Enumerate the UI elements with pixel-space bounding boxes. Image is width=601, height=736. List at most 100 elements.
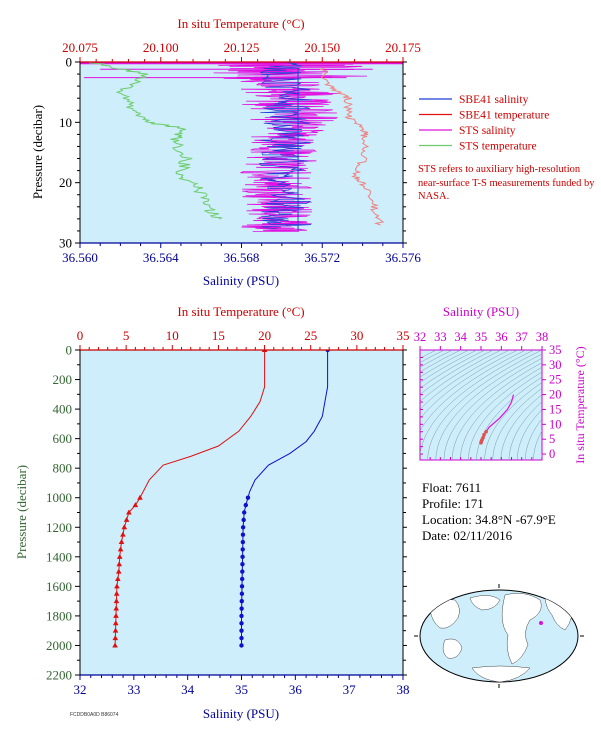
- main-pressure-tick-label: 1800: [46, 608, 72, 623]
- main-salinity-axis-label: Salinity (PSU): [203, 706, 279, 721]
- ts-salinity-tick-label: 38: [536, 330, 549, 344]
- main-temperature-marker: [112, 642, 118, 648]
- main-series-salinity: [241, 350, 329, 646]
- main-salinity-marker: [240, 569, 245, 574]
- legend: SBE41 salinity SBE41 temperature STS salin…: [419, 94, 549, 153]
- main-temperature-tick-label: 25: [304, 328, 317, 343]
- main-salinity-marker: [241, 517, 246, 523]
- ts-salinity-tick-label: 36: [495, 330, 508, 344]
- top-temperature-axis-label: In situ Temperature (°C): [177, 16, 304, 31]
- main-salinity-tick-label: 33: [127, 682, 140, 697]
- top-temperature-tick-label: 20.100: [143, 40, 179, 55]
- main-pressure-tick-label: 1000: [46, 490, 72, 505]
- main-pressure-tick-label: 2200: [46, 668, 72, 683]
- ts-salinity-tick-label: 37: [515, 330, 528, 344]
- ts-temperature-tick-label: 10: [549, 417, 562, 431]
- main-salinity-marker: [239, 606, 244, 611]
- main-salinity-marker: [239, 598, 244, 604]
- main-temperature-marker: [113, 605, 120, 611]
- main-temperature-marker: [121, 524, 128, 530]
- main-temperature-marker: [112, 620, 119, 626]
- main-salinity-tick-label: 35: [235, 682, 248, 697]
- main-salinity-marker: [240, 554, 245, 560]
- top-salinity-axis-label: Salinity (PSU): [203, 273, 279, 288]
- main-temperature-axis-label: In situ Temperature (°C): [177, 304, 304, 319]
- main-temperature-marker: [116, 553, 123, 559]
- ts-temperature-tick-label: 25: [549, 373, 562, 387]
- ts-point: [479, 440, 483, 445]
- location-globe: [414, 584, 584, 688]
- main-salinity-marker: [245, 495, 251, 500]
- main-panel: 0 5 10 15 20 25 30 35 32 33 34 35 36 37 38 0 200 400 600 80…: [14, 304, 410, 721]
- main-temperature-marker: [113, 598, 120, 604]
- ts-plot-data: [479, 394, 515, 445]
- top-axes: 20.075 20.100 20.125 20.150 20.175 36.560 36.5…: [59, 40, 421, 265]
- main-axes: 0 5 10 15 20 25 30 35 32 33 34 35 36 37 38 0 200 400 600 80…: [46, 328, 410, 697]
- main-temperature-tick-label: 10: [166, 328, 179, 343]
- top-salinity-tick-label: 36.576: [385, 250, 421, 265]
- ts-salinity-tick-label: 33: [434, 330, 447, 344]
- top-temperature-tick-label: 20.075: [62, 40, 98, 55]
- top-panel: 20.075 20.100 20.125 20.150 20.175 36.560 36.5…: [30, 16, 421, 288]
- legend-label: STS temperature: [459, 141, 537, 153]
- main-salinity-tick-label: 36: [289, 682, 303, 697]
- ts-temperature-tick-label: 20: [549, 388, 562, 402]
- float-number: Float: 7611: [422, 480, 482, 495]
- ts-temperature-tick-label: 35: [549, 343, 562, 357]
- main-salinity-marker: [239, 576, 245, 582]
- main-temperature-marker: [116, 561, 123, 567]
- main-temperature-tick-label: 20: [258, 328, 271, 343]
- top-pressure-tick-label: 30: [59, 236, 72, 251]
- main-temperature-marker: [115, 568, 122, 574]
- ts-temperature-tick-label: 15: [549, 402, 562, 416]
- main-salinity-marker: [240, 547, 245, 552]
- legend-label: SBE41 temperature: [459, 110, 549, 122]
- main-salinity-marker: [239, 591, 245, 596]
- main-salinity-marker: [239, 613, 244, 619]
- main-temperature-marker: [115, 575, 121, 581]
- main-pressure-tick-label: 2000: [46, 638, 72, 653]
- main-salinity-tick-label: 38: [397, 682, 410, 697]
- top-pressure-axis-label: Pressure (decibar): [30, 105, 45, 199]
- main-pressure-tick-label: 1600: [46, 579, 72, 594]
- top-series-sbe41-salinity: [259, 62, 312, 230]
- main-salinity-marker: [240, 525, 246, 530]
- main-salinity-marker: [243, 502, 249, 508]
- main-temperature-tick-label: 0: [77, 328, 84, 343]
- main-temperature-marker: [126, 509, 132, 515]
- main-temperature-tick-label: 30: [350, 328, 363, 343]
- top-temperature-tick-label: 20.175: [385, 40, 421, 55]
- main-salinity-marker: [240, 562, 245, 567]
- date: Date: 02/11/2016: [422, 528, 513, 543]
- main-temperature-marker: [112, 635, 119, 641]
- main-temperature-marker: [113, 590, 120, 596]
- main-temperature-marker: [117, 546, 124, 552]
- main-salinity-tick-label: 37: [343, 682, 357, 697]
- main-temperature-tick-label: 15: [212, 328, 225, 343]
- float-location-marker: [539, 621, 543, 625]
- main-pressure-tick-label: 1200: [46, 520, 72, 535]
- main-temperature-marker: [137, 494, 143, 500]
- main-pressure-tick-label: 400: [53, 402, 73, 417]
- top-series-sbe41-temperature: [319, 67, 385, 226]
- main-pressure-tick-label: 1400: [46, 549, 72, 564]
- main-temperature-marker: [132, 502, 139, 508]
- float-info: Float: 7611 Profile: 171 Location: 34.8°…: [422, 480, 556, 544]
- top-pressure-tick-label: 20: [59, 175, 72, 190]
- legend-label: STS salinity: [459, 125, 516, 137]
- ts-salinity-tick-label: 34: [454, 330, 467, 344]
- main-pressure-tick-label: 200: [53, 372, 73, 387]
- ts-temperature-tick-label: 0: [549, 447, 555, 461]
- main-salinity-marker: [240, 539, 246, 545]
- main-pressure-axis-label: Pressure (decibar): [14, 465, 29, 559]
- main-temperature-marker: [112, 627, 119, 633]
- main-temperature-marker: [114, 583, 120, 589]
- sts-note: STS refers to auxiliary high-resolution …: [418, 164, 595, 202]
- globe-ticks: [414, 584, 584, 688]
- top-temperature-tick-label: 20.150: [304, 40, 340, 55]
- main-plot-data: [112, 350, 330, 648]
- top-pressure-tick-label: 0: [66, 55, 73, 70]
